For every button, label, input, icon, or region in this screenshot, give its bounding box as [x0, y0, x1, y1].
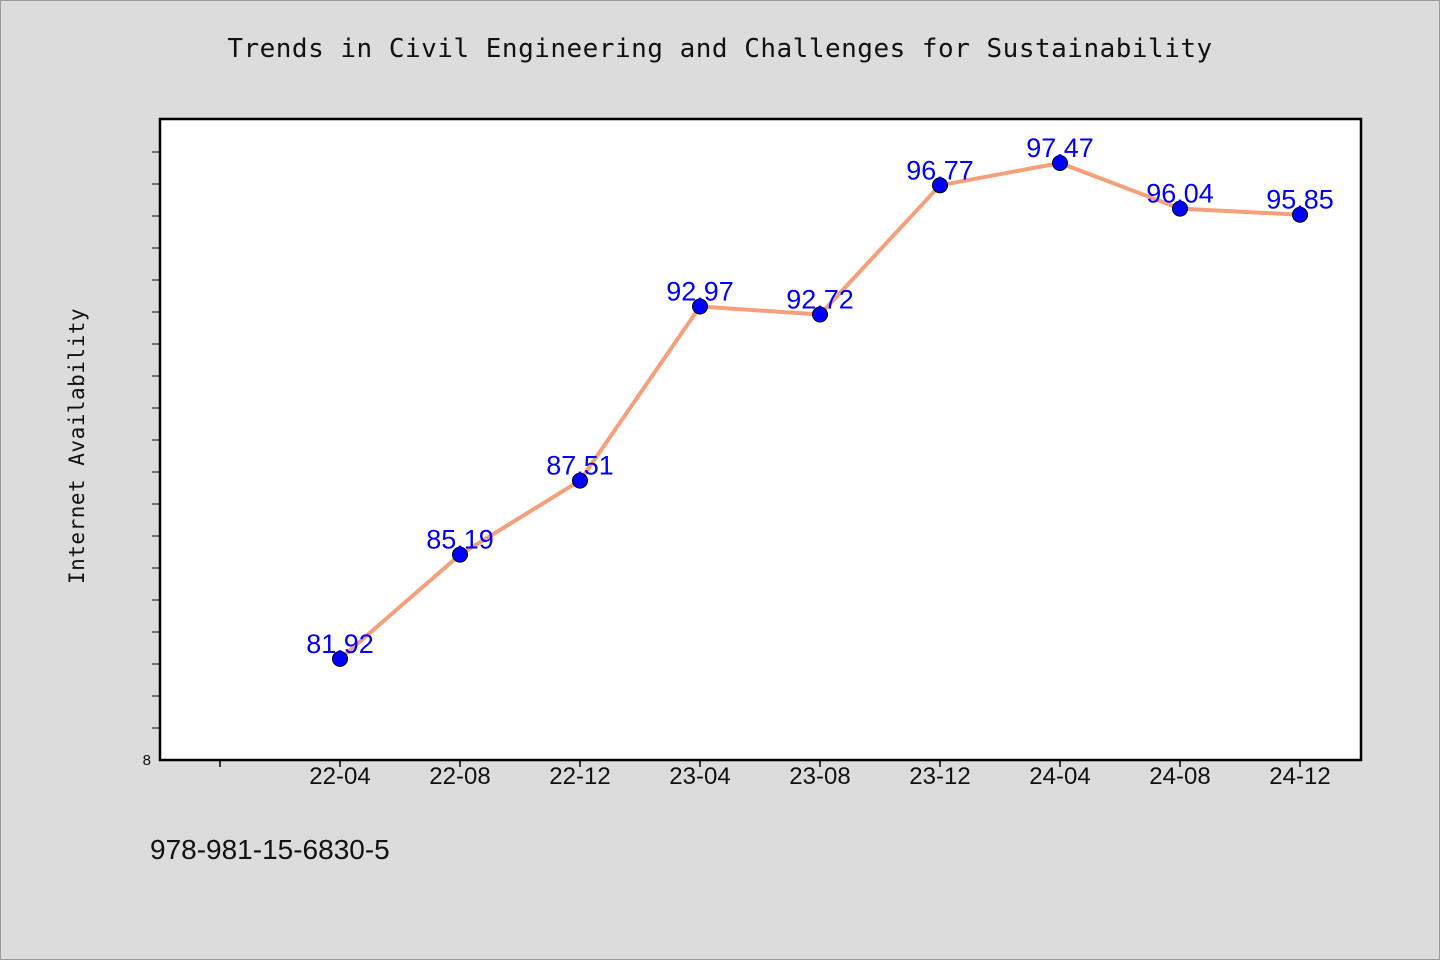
data-label: 95.85: [1266, 185, 1334, 215]
data-label: 96.04: [1146, 179, 1214, 209]
data-label: 92.97: [666, 277, 734, 307]
x-tick-label: 22-12: [549, 763, 610, 790]
data-point: [932, 177, 948, 194]
x-tick-label: 23-08: [789, 763, 850, 790]
data-point: [452, 546, 468, 563]
x-tick-label: 24-12: [1269, 763, 1330, 790]
data-label: 97.47: [1026, 133, 1094, 163]
data-point: [1172, 200, 1188, 217]
data-point: [1292, 206, 1308, 223]
data-point: [1052, 155, 1068, 171]
data-label: 96.77: [906, 155, 974, 185]
x-tick-label: 23-04: [669, 763, 730, 790]
x-tick-label: 24-08: [1149, 763, 1210, 790]
y-tick-label: 8: [143, 752, 151, 769]
x-tick-label: 24-04: [1029, 763, 1090, 790]
x-tick-label: 22-08: [429, 763, 490, 790]
data-point: [332, 650, 348, 667]
data-point: [812, 306, 828, 323]
isbn-footer: 978-981-15-6830-5: [150, 834, 390, 865]
chart-title: Trends in Civil Engineering and Challeng…: [227, 34, 1213, 64]
x-tick-label: 22-04: [309, 763, 370, 790]
plot-area: [158, 117, 1363, 762]
data-label: 81.92: [306, 629, 374, 659]
data-label: 92.72: [786, 285, 854, 315]
data-point: [692, 298, 708, 315]
x-tick-label: 23-12: [909, 763, 970, 790]
data-label: 85.19: [426, 525, 494, 555]
data-label: 87.51: [546, 451, 614, 481]
data-point: [572, 472, 588, 489]
